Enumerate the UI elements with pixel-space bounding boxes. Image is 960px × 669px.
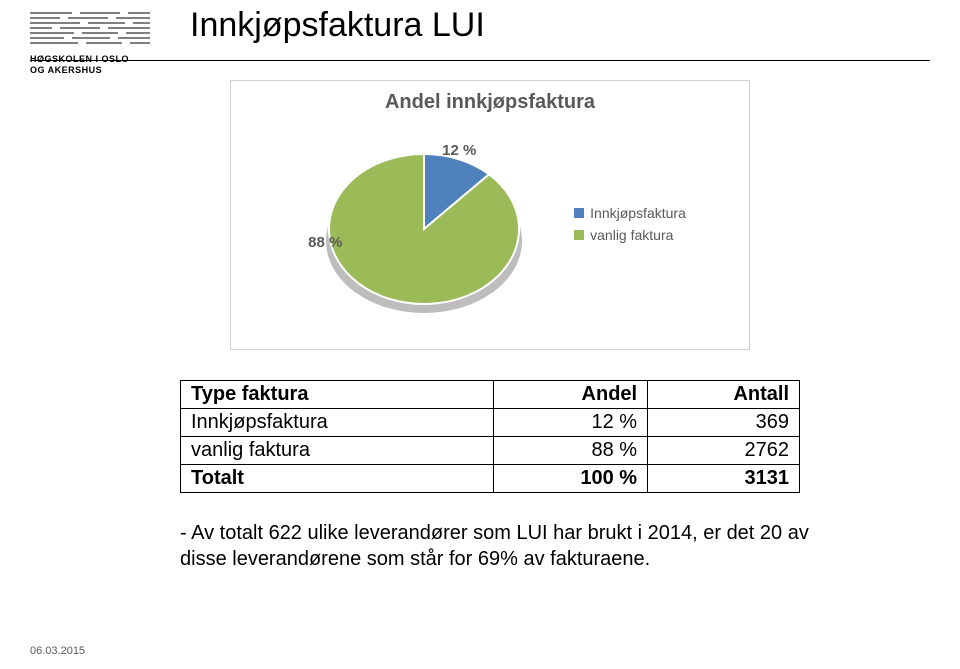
title-divider xyxy=(30,60,930,61)
legend-label-1: vanlig faktura xyxy=(590,227,673,243)
table-row: Innkjøpsfaktura 12 % 369 xyxy=(181,409,800,437)
cell: Innkjøpsfaktura xyxy=(181,409,494,437)
chart-body: 12 % 88 % Innkjøpsfaktura vanlig faktura xyxy=(241,124,739,324)
pie-wrap: 12 % 88 % xyxy=(294,124,554,324)
cell: 2762 xyxy=(648,437,800,465)
cell: 88 % xyxy=(493,437,647,465)
pie-chart xyxy=(309,129,539,319)
legend-swatch-0 xyxy=(574,208,584,218)
legend-label-0: Innkjøpsfaktura xyxy=(590,205,686,221)
pie-chart-card: Andel innkjøpsfaktura 12 % 88 % Innkjøps… xyxy=(230,80,750,350)
legend-item-1: vanlig faktura xyxy=(574,227,686,243)
pie-slice-label-0: 12 % xyxy=(442,142,476,159)
col-header-0: Type faktura xyxy=(181,381,494,409)
table-header-row: Type faktura Andel Antall xyxy=(181,381,800,409)
table-total-row: Totalt 100 % 3131 xyxy=(181,465,800,493)
chart-legend: Innkjøpsfaktura vanlig faktura xyxy=(574,199,686,249)
page-title: Innkjøpsfaktura LUI xyxy=(190,6,485,45)
cell: vanlig faktura xyxy=(181,437,494,465)
logo-mark xyxy=(30,10,150,50)
col-header-2: Antall xyxy=(648,381,800,409)
data-table: Type faktura Andel Antall Innkjøpsfaktur… xyxy=(180,380,800,493)
col-header-1: Andel xyxy=(493,381,647,409)
logo-text: HØGSKOLEN I OSLO OG AKERSHUS xyxy=(30,54,150,76)
cell: Totalt xyxy=(181,465,494,493)
chart-title: Andel innkjøpsfaktura xyxy=(241,91,739,114)
table-row: vanlig faktura 88 % 2762 xyxy=(181,437,800,465)
cell: 12 % xyxy=(493,409,647,437)
footnote: - Av totalt 622 ulike leverandører som L… xyxy=(180,520,820,572)
slide: HØGSKOLEN I OSLO OG AKERSHUS Innkjøpsfak… xyxy=(0,0,960,669)
pie-slice-label-1: 88 % xyxy=(308,234,342,251)
cell: 369 xyxy=(648,409,800,437)
logo: HØGSKOLEN I OSLO OG AKERSHUS xyxy=(30,10,150,76)
legend-item-0: Innkjøpsfaktura xyxy=(574,205,686,221)
logo-line2: OG AKERSHUS xyxy=(30,65,150,76)
cell: 3131 xyxy=(648,465,800,493)
legend-swatch-1 xyxy=(574,230,584,240)
cell: 100 % xyxy=(493,465,647,493)
footer-date: 06.03.2015 xyxy=(30,645,85,657)
